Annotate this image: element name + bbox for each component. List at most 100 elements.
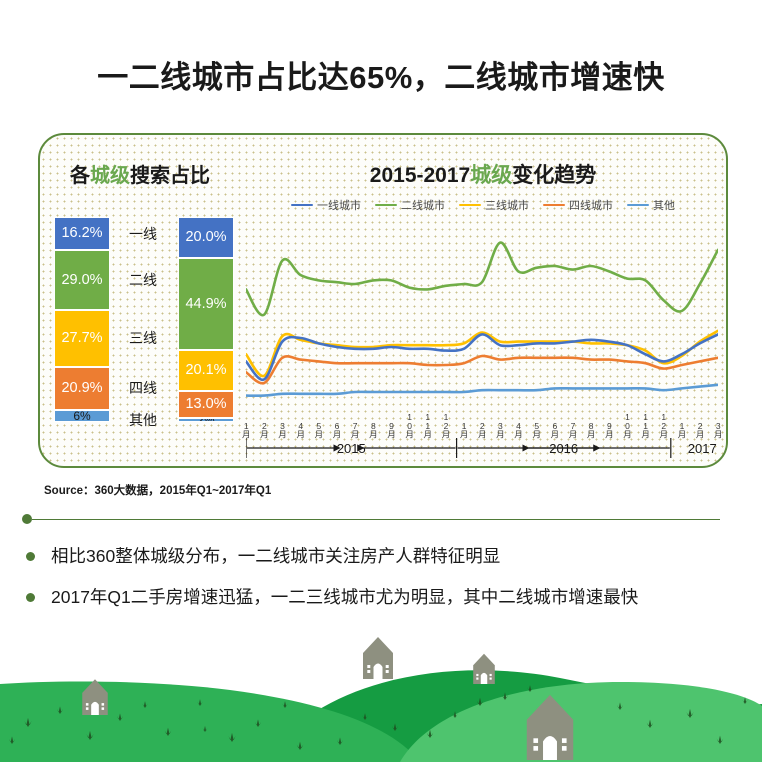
grass-tuft-icon (686, 708, 694, 718)
house-icon-right-small (473, 653, 495, 684)
grass-tuft-icon (426, 729, 434, 738)
x-tick-12: 1月 (459, 420, 470, 438)
legend-swatch-icon (543, 203, 565, 207)
x-tick-17: 6月 (549, 420, 560, 438)
x-tick-13: 2月 (477, 420, 488, 438)
bar-segment-property-1: 44.9% (178, 258, 234, 351)
grass-tuft-icon (86, 730, 94, 740)
bar-segment-label: 2% (197, 419, 214, 421)
legend-label: 三线城市 (485, 200, 529, 212)
line-chart-svg (246, 221, 718, 401)
grass-tuft-icon (255, 719, 261, 727)
bar-segment-overall-2: 27.7% (54, 309, 110, 367)
bar-segment-overall-4: 6% (54, 409, 110, 422)
x-tick-8: 9月 (386, 420, 397, 438)
grass-tuft-icon (646, 719, 654, 728)
x-tick-23: 12月 (658, 411, 669, 438)
legend-swatch-icon (291, 203, 313, 207)
year-label-2017: 2017 (687, 441, 717, 456)
bar-segment-label: 27.7% (61, 330, 103, 347)
bar-segment-property-0: 20.0% (178, 217, 234, 258)
line-chart-title-green: 城级 (470, 164, 513, 187)
grass-tuft-icon (164, 727, 172, 736)
line-series-2 (246, 331, 718, 376)
divider-rule (32, 518, 720, 520)
grass-tuft-icon (476, 697, 484, 706)
legend-label: 四线城市 (569, 200, 613, 212)
legend-item-3[interactable]: 四线城市 (543, 197, 613, 213)
line-chart-title-post: 变化趋势 (512, 164, 597, 187)
x-tick-16: 5月 (531, 420, 542, 438)
category-label-1: 二线 (129, 272, 157, 289)
bullet-dot-icon (26, 593, 35, 603)
grass-tuft-icon (197, 699, 203, 706)
x-tick-25: 2月 (695, 420, 706, 438)
line-chart-legend: 一线城市 二线城市 三线城市 四线城市 其他 (240, 197, 726, 213)
line-chart-title-pre: 2015-2017 (369, 164, 471, 187)
x-tick-11: 12月 (440, 411, 451, 438)
legend-item-2[interactable]: 三线城市 (459, 197, 529, 213)
x-tick-18: 7月 (568, 420, 579, 438)
grass-tuft-icon (24, 717, 32, 727)
x-tick-6: 7月 (350, 420, 361, 438)
legend-swatch-icon (375, 203, 397, 207)
bullet-text: 相比360整体城级分布，一二线城市关注房产人群特征明显 (51, 546, 501, 566)
legend-label: 二线城市 (401, 200, 445, 212)
grass-tuft-icon (142, 701, 148, 708)
legend-item-4[interactable]: 其他 (627, 197, 675, 213)
x-tick-3: 4月 (295, 420, 306, 438)
grass-tuft-icon (57, 706, 63, 714)
bar-segment-label: 20.9% (61, 379, 103, 396)
grass-tuft-icon (9, 736, 15, 744)
x-tick-9: 10月 (404, 411, 415, 438)
bar-segment-label: 16.2% (61, 225, 103, 242)
line-chart-plot (246, 221, 718, 401)
bar-segment-overall-3: 20.9% (54, 366, 110, 410)
grass-tuft-icon (282, 701, 288, 708)
divider-dot-icon (22, 514, 32, 524)
grass-tuft-icon (117, 713, 123, 721)
house-icon-top (363, 637, 393, 679)
grass-tuft-icon (527, 685, 533, 692)
x-tick-22: 11月 (640, 411, 651, 438)
grass-tuft-icon (617, 702, 623, 710)
page-title: 一二线城市占比达65%，二线城市增速快 (97, 60, 665, 95)
bar-segment-overall-0: 16.2% (54, 217, 110, 251)
bar-segment-overall-1: 29.0% (54, 250, 110, 310)
x-tick-20: 9月 (604, 420, 615, 438)
bar-segment-label: 6% (73, 409, 91, 422)
bullet-list: 相比360整体城级分布，一二线城市关注房产人群特征明显 2017年Q1二手房增速迅… (26, 543, 738, 625)
category-label-2: 三线 (129, 330, 157, 347)
category-label-3: 四线 (129, 380, 157, 397)
bar-segment-property-3: 13.0% (178, 391, 234, 418)
grass-tuft-icon (337, 737, 343, 745)
section-divider (22, 513, 722, 525)
line-series-4 (246, 385, 718, 396)
x-tick-0: 1月 (241, 420, 252, 438)
stacked-bar-property: 20.0% 44.9% 20.1% 13.0% 2% (178, 217, 234, 422)
hill-light-shape (400, 682, 762, 762)
x-tick-5: 6月 (332, 420, 343, 438)
legend-item-1[interactable]: 二线城市 (375, 197, 445, 213)
grass-tuft-icon (742, 697, 748, 704)
category-label-0: 一线 (129, 225, 157, 242)
bar-segment-label: 44.9% (185, 295, 227, 312)
line-chart-block: 2015-2017城级变化趋势 一线城市 二线城市 三线城市 四线城市 其他 1月 2月 3… (240, 135, 726, 466)
legend-item-0[interactable]: 一线城市 (291, 197, 361, 213)
stacked-bar-title-pre: 各 (70, 165, 90, 187)
grass-tuft-icon (452, 711, 458, 718)
hills-illustration-svg (0, 637, 762, 762)
house-icon-left (82, 679, 108, 715)
bar-segment-label: 20.0% (185, 229, 227, 246)
x-tick-10: 11月 (422, 411, 433, 438)
x-tick-15: 4月 (513, 420, 524, 438)
chart-panel: 各城级搜索占比 16.2% 29.0% 27.7% 20.9% 6% 20.0% 44.9… (38, 133, 728, 468)
x-tick-7: 8月 (368, 420, 379, 438)
bar-segment-label: 13.0% (185, 396, 227, 413)
stacked-bars-area: 16.2% 29.0% 27.7% 20.9% 6% 20.0% 44.9% 20.1% 13… (40, 217, 240, 427)
x-tick-21: 10月 (622, 411, 633, 438)
bar-segment-property-4: 2% (178, 417, 234, 422)
stacked-bar-overall: 16.2% 29.0% 27.7% 20.9% 6% (54, 217, 110, 422)
legend-label: 其他 (653, 200, 675, 212)
